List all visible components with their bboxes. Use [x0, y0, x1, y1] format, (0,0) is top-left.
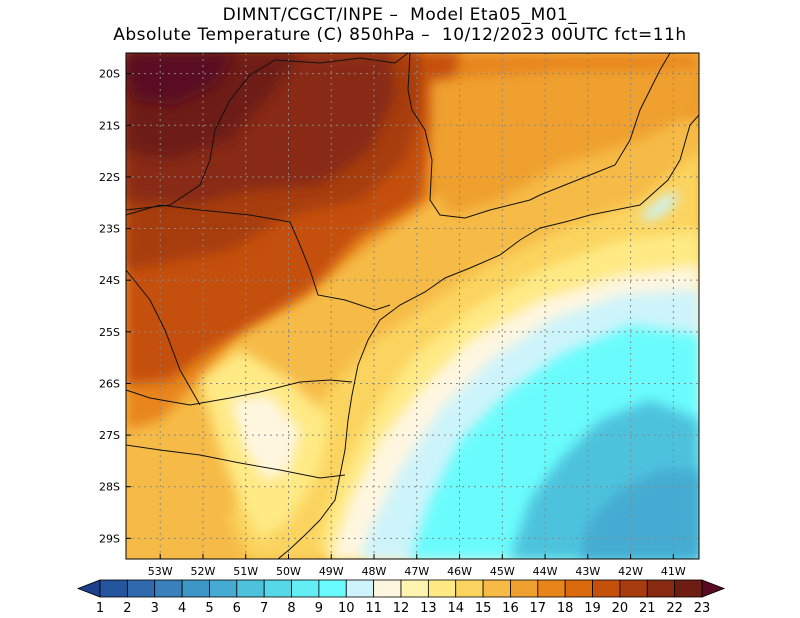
- colorbar-label: 18: [557, 601, 574, 616]
- field-17-northeast: [430, 65, 699, 215]
- latitude-tick-label: 23S: [99, 223, 120, 236]
- latitude-tick-label: 25S: [99, 326, 120, 339]
- colorbar-box: [455, 579, 484, 598]
- colorbar-box: [181, 579, 210, 598]
- colorbar-box: [154, 579, 183, 598]
- colorbar-box: [537, 579, 566, 598]
- longitude-tick-label: 53W: [148, 565, 173, 578]
- gridlines: [126, 53, 699, 559]
- colorbar-label: 8: [287, 601, 295, 616]
- colorbar-label: 16: [502, 601, 519, 616]
- longitude-tick-label: 41W: [661, 565, 686, 578]
- colorbar-box: [318, 579, 347, 598]
- colorbar-box: [619, 579, 648, 598]
- longitude-tick-label: 45W: [490, 565, 515, 578]
- field-11-streak: [640, 192, 680, 222]
- latitude-tick-label: 21S: [99, 119, 120, 132]
- colorbar-label: 10: [338, 601, 355, 616]
- colorbar-boxes: [76, 579, 726, 598]
- colorbar-box: [592, 579, 621, 598]
- colorbar-box: [510, 579, 539, 598]
- state-border-sp-pr: [126, 204, 391, 311]
- longitude-tick-label: 48W: [362, 565, 387, 578]
- longitude-tick-label: 50W: [276, 565, 301, 578]
- colorbar-box: [564, 579, 593, 598]
- colorbar-box: [263, 579, 292, 598]
- country-border-west: [126, 269, 201, 406]
- colorbar-label: 14: [447, 601, 464, 616]
- colorbar-label: 2: [123, 601, 131, 616]
- colorbar-max-arrow: [701, 579, 726, 598]
- colorbar-label: 21: [639, 601, 656, 616]
- colorbar-box: [345, 579, 375, 598]
- coastline: [277, 114, 699, 559]
- state-border-mg-sp: [407, 53, 541, 219]
- river-border-north: [126, 53, 409, 211]
- longitude-tick-label: 46W: [447, 565, 472, 578]
- plot-frame: [125, 52, 700, 560]
- colorbar-box: [236, 579, 265, 598]
- latitude-tick-label: 26S: [99, 377, 120, 390]
- latitude-tick-label: 27S: [99, 429, 120, 442]
- colorbar-label: 3: [151, 601, 159, 616]
- colorbar-label: 1: [96, 601, 104, 616]
- colorbar-label: 6: [233, 601, 241, 616]
- colorbar-box: [209, 579, 238, 598]
- longitude-tick-label: 44W: [533, 565, 558, 578]
- chart-title-line-1: DIMNT/CGCT/INPE – Model Eta05_M01_: [222, 5, 578, 25]
- colorbar-box: [373, 579, 402, 598]
- colorbar-box: [482, 579, 511, 598]
- colorbar-labels: 1 2 3 4 5 6 7 8 9 10 11 12 13 14 15 16 17 18 19 20 21 22 23: [96, 601, 710, 616]
- latitude-tick-label: 28S: [99, 481, 120, 494]
- longitude-labels: 53W 52W 51W 50W 49W 48W 47W 46W 45W 44W 43W 42W 41W: [148, 554, 686, 578]
- colorbar-label: 7: [260, 601, 268, 616]
- colorbar-box: [646, 579, 676, 598]
- longitude-tick-label: 42W: [618, 565, 643, 578]
- colorbar-box: [427, 579, 457, 598]
- longitude-tick-label: 43W: [575, 565, 600, 578]
- colorbar-label: 15: [475, 601, 492, 616]
- colorbar-box: [400, 579, 429, 598]
- state-border-sc-rs: [126, 444, 346, 479]
- chart-title-line-2: Absolute Temperature (C) 850hPa – 10/12/…: [113, 25, 687, 45]
- colorbar-box: [99, 579, 128, 598]
- colorbar-label: 19: [584, 601, 601, 616]
- colorbar-label: 4: [178, 601, 186, 616]
- colorbar-min-arrow: [76, 579, 101, 598]
- colorbar-label: 17: [530, 601, 547, 616]
- colorbar-box: [291, 579, 320, 598]
- colorbar-label: 13: [420, 601, 437, 616]
- latitude-labels: 20S 21S 22S 23S 24S 25S 26S 27S 28S 29S: [99, 68, 131, 545]
- colorbar-label: 22: [666, 601, 683, 616]
- boundaries: [126, 53, 699, 559]
- colorbar-label: 20: [612, 601, 629, 616]
- latitude-tick-label: 24S: [99, 274, 120, 287]
- colorbar-box: [126, 579, 156, 598]
- field-23: [126, 53, 235, 105]
- state-border-pr-sc: [126, 379, 353, 406]
- longitude-tick-label: 47W: [404, 565, 429, 578]
- colorbar-label: 9: [315, 601, 323, 616]
- field-7-ocean: [580, 470, 699, 559]
- field-12-south-inland: [230, 395, 300, 480]
- colorbar-label: 5: [205, 601, 213, 616]
- latitude-tick-label: 29S: [99, 532, 120, 545]
- colorbar-label: 23: [694, 601, 711, 616]
- colorbar-label: 11: [365, 601, 382, 616]
- state-border-mg-rj-es: [539, 53, 671, 196]
- longitude-tick-label: 49W: [319, 565, 344, 578]
- temperature-field: [126, 53, 699, 559]
- latitude-tick-label: 22S: [99, 171, 120, 184]
- longitude-tick-label: 51W: [233, 565, 258, 578]
- colorbar-label: 12: [393, 601, 410, 616]
- longitude-tick-label: 52W: [191, 565, 216, 578]
- latitude-tick-label: 20S: [99, 68, 120, 81]
- colorbar-box: [674, 579, 703, 598]
